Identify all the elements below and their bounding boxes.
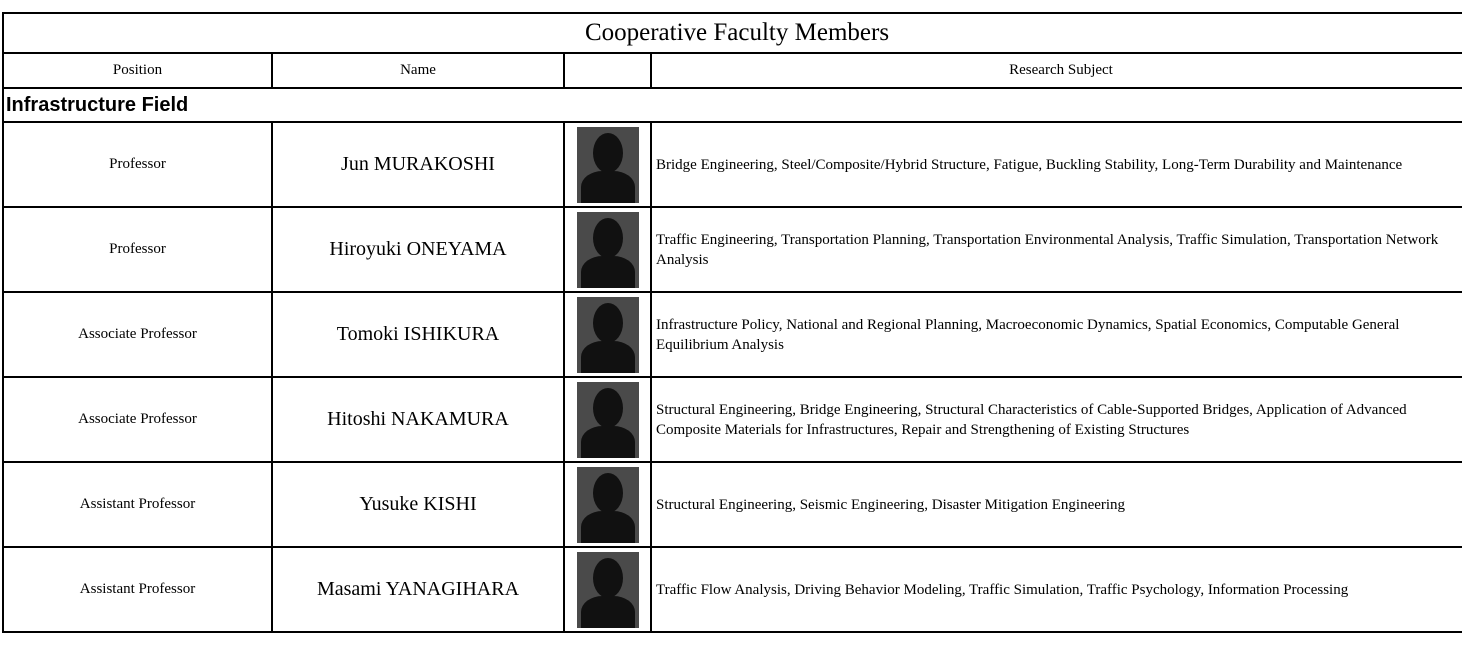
photo-cell	[563, 121, 652, 208]
header-photo	[563, 52, 652, 89]
header-position: Position	[2, 52, 273, 89]
faculty-table: Cooperative Faculty Members Position Nam…	[2, 12, 1462, 633]
member-name: Hitoshi NAKAMURA	[271, 376, 565, 463]
member-name: Masami YANAGIHARA	[271, 546, 565, 633]
member-name: Tomoki ISHIKURA	[271, 291, 565, 378]
title-row: Cooperative Faculty Members	[2, 12, 1462, 54]
research-subject: Infrastructure Policy, National and Regi…	[650, 291, 1462, 378]
header-name: Name	[271, 52, 565, 89]
research-subject: Bridge Engineering, Steel/Composite/Hybr…	[650, 121, 1462, 208]
table-body: Cooperative Faculty Members Position Nam…	[2, 12, 1462, 633]
photo	[576, 381, 639, 458]
position: Associate Professor	[2, 291, 273, 378]
faculty-row: Assistant Professor Yusuke KISHI Structura…	[2, 461, 1462, 548]
photo	[576, 211, 639, 288]
faculty-row: Professor Hiroyuki ONEYAMA Traffic Enginee…	[2, 206, 1462, 293]
photo	[576, 296, 639, 373]
position: Professor	[2, 206, 273, 293]
photo-cell	[563, 291, 652, 378]
research-subject: Structural Engineering, Seismic Engineer…	[650, 461, 1462, 548]
section-label: Infrastructure Field	[2, 87, 1462, 123]
photo	[576, 551, 639, 628]
table-title: Cooperative Faculty Members	[2, 12, 1462, 54]
position: Associate Professor	[2, 376, 273, 463]
position: Assistant Professor	[2, 461, 273, 548]
member-name: Jun MURAKOSHI	[271, 121, 565, 208]
section-row: Infrastructure Field	[2, 87, 1462, 123]
photo-cell	[563, 376, 652, 463]
member-name: Yusuke KISHI	[271, 461, 565, 548]
photo-cell	[563, 206, 652, 293]
photo-cell	[563, 461, 652, 548]
research-subject: Traffic Engineering, Transportation Plan…	[650, 206, 1462, 293]
position: Assistant Professor	[2, 546, 273, 633]
header-row: Position Name Research Subject	[2, 52, 1462, 89]
faculty-row: Assistant Professor Masami YANAGIHARA Traf…	[2, 546, 1462, 633]
research-subject: Traffic Flow Analysis, Driving Behavior …	[650, 546, 1462, 633]
position: Professor	[2, 121, 273, 208]
faculty-row: Associate Professor Hitoshi NAKAMURA Struc…	[2, 376, 1462, 463]
faculty-row: Associate Professor Tomoki ISHIKURA Infras…	[2, 291, 1462, 378]
photo-cell	[563, 546, 652, 633]
member-name: Hiroyuki ONEYAMA	[271, 206, 565, 293]
header-subject: Research Subject	[650, 52, 1462, 89]
faculty-row: Professor Jun MURAKOSHI Bridge Engineering…	[2, 121, 1462, 208]
research-subject: Structural Engineering, Bridge Engineeri…	[650, 376, 1462, 463]
photo	[576, 466, 639, 543]
photo	[576, 126, 639, 203]
